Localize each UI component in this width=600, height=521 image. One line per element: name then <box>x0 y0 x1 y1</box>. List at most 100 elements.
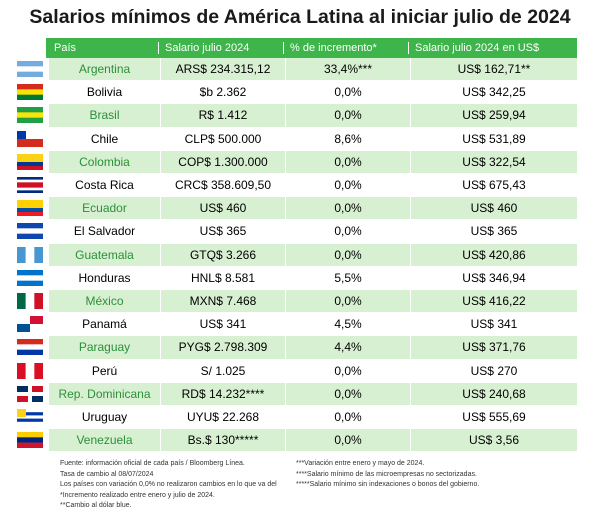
table-cell: México <box>48 290 160 313</box>
flag <box>17 200 43 217</box>
table-row: Costa Rica CRC$ 358.609,50 0,0% US$ 675,43 <box>12 174 577 197</box>
header-cell: País <box>54 42 77 54</box>
table-cell: PYG$ 2.798.309 <box>160 336 285 359</box>
table-row: Ecuador US$ 460 0,0% US$ 460 <box>12 197 577 220</box>
flag-part <box>17 161 43 167</box>
table-cell: MXN$ 7.468 <box>160 290 285 313</box>
flag <box>17 316 43 333</box>
flag-part <box>17 182 43 186</box>
flag-cell <box>12 200 48 217</box>
table-cell: 0,0% <box>285 382 410 405</box>
flag-part <box>17 200 43 205</box>
title: Salarios mínimos de América Latina al in… <box>29 6 571 28</box>
table-cell: US$ 259,94 <box>410 104 577 127</box>
table-cell: 4,5% <box>285 313 410 336</box>
note: Fuente: información oficial de cada país… <box>60 460 245 467</box>
flag-part <box>17 61 43 67</box>
flag-part <box>17 71 43 78</box>
flag-part <box>30 385 43 394</box>
table-row: Venezuela Bs.$ 130***** 0,0% US$ 3,56 <box>12 429 577 452</box>
flag-cell <box>12 432 48 449</box>
flag-cell <box>12 84 48 101</box>
table-row: Colombia COP$ 1.300.000 0,0% US$ 322,54 <box>12 150 577 173</box>
table-cell: US$ 531,89 <box>410 127 577 150</box>
table-cell: US$ 365 <box>160 220 285 243</box>
table-cell: Uruguay <box>48 406 160 429</box>
table-cell: US$ 270 <box>410 359 577 382</box>
flag-part <box>17 94 43 101</box>
flag-cell <box>12 339 48 356</box>
table-row: Perú S/ 1.025 0,0% US$ 270 <box>12 359 577 382</box>
table-cell: 8,6% <box>285 127 410 150</box>
flag-part <box>34 362 43 379</box>
table-row: Brasil R$ 1.412 0,0% US$ 259,94 <box>12 104 577 127</box>
flag-part <box>17 385 30 394</box>
table-cell: US$ 162,71** <box>410 58 577 81</box>
table-cell: US$ 460 <box>410 197 577 220</box>
header-cell: % de incremento* <box>283 42 408 54</box>
table-cell: US$ 416,22 <box>410 290 577 313</box>
flag-part <box>17 187 43 191</box>
flag-part <box>17 223 43 230</box>
header-cell: Salario julio 2024 <box>158 42 283 54</box>
table-cell: Perú <box>48 359 160 382</box>
table-row: Argentina ARS$ 234.315,12 33,4%*** US$ 162,… <box>12 58 577 81</box>
flag <box>17 293 43 310</box>
table-cell: Chile <box>48 127 160 150</box>
flag-part <box>17 412 43 416</box>
header-cell: Salario julio 2024 en US$ <box>408 42 575 54</box>
flag-part <box>34 246 43 263</box>
table-cell: $b 2.362 <box>160 81 285 104</box>
table-cell: Colombia <box>48 150 160 173</box>
flag-part <box>17 362 26 379</box>
table-cell: US$ 3,56 <box>410 429 577 452</box>
note: Los países con variación 0,0% no realiza… <box>60 481 277 488</box>
table-cell: HNL$ 8.581 <box>160 266 285 289</box>
table-cell: Brasil <box>48 104 160 127</box>
table-cell: Venezuela <box>48 429 160 452</box>
table-cell: Bs.$ 130***** <box>160 429 285 452</box>
flag-cell <box>12 316 48 333</box>
table-row: Paraguay PYG$ 2.798.309 4,4% US$ 371,76 <box>12 336 577 359</box>
flag-part <box>17 280 43 286</box>
flag <box>17 223 43 240</box>
table-row: Uruguay UYU$ 22.268 0,0% US$ 555,69 <box>12 406 577 429</box>
table-row: El Salvador US$ 365 0,0% US$ 365 <box>12 220 577 243</box>
flag-part <box>17 316 30 325</box>
flag-part <box>17 118 43 124</box>
flag-cell <box>12 223 48 240</box>
spacer <box>10 38 46 58</box>
table-cell: 0,0% <box>285 220 410 243</box>
flag-part <box>17 339 43 346</box>
flag-part <box>25 293 35 310</box>
table-cell: 0,0% <box>285 81 410 104</box>
table-cell: 0,0% <box>285 197 410 220</box>
flag-part <box>17 350 43 356</box>
flag-part <box>17 107 43 114</box>
flag-cell <box>12 246 48 263</box>
note: *****Salario mínimo sin indexaciones o b… <box>296 481 480 488</box>
flag-part <box>17 208 43 213</box>
table-cell: 0,0% <box>285 359 410 382</box>
flag-part <box>25 362 35 379</box>
flag-cell <box>12 293 48 310</box>
note: Tasa de cambio al 08/07/2024 <box>60 470 154 478</box>
flag-part <box>17 153 43 159</box>
table-row: México MXN$ 7.468 0,0% US$ 416,22 <box>12 290 577 313</box>
flag <box>17 61 43 78</box>
table-cell: Ecuador <box>48 197 160 220</box>
flag-part <box>17 293 26 310</box>
table-cell: US$ 342,25 <box>410 81 577 104</box>
flag-part <box>17 409 26 418</box>
table-cell: Guatemala <box>48 243 160 266</box>
table-cell: 33,4%*** <box>285 58 410 81</box>
flag <box>17 339 43 356</box>
flag-part <box>17 138 43 147</box>
flag-part <box>17 437 43 444</box>
flag <box>17 153 43 170</box>
table-cell: US$ 460 <box>160 197 285 220</box>
header-row: País Salario julio 2024 % de incremento*… <box>10 38 577 58</box>
flag-cell <box>12 153 48 170</box>
flag-part <box>17 89 43 96</box>
